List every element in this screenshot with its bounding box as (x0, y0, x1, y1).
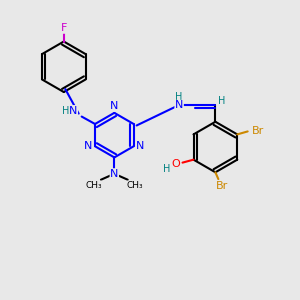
Text: CH₃: CH₃ (85, 181, 102, 190)
Text: N: N (84, 141, 93, 151)
Text: F: F (61, 23, 67, 33)
Text: O: O (171, 159, 180, 169)
Text: N: N (69, 106, 77, 116)
Text: H: H (163, 164, 170, 174)
Text: Br: Br (252, 126, 264, 136)
Text: N: N (110, 101, 118, 111)
Text: N: N (110, 169, 118, 179)
Text: CH₃: CH₃ (127, 181, 143, 190)
Text: H: H (175, 92, 182, 102)
Text: H: H (61, 106, 69, 116)
Text: H: H (218, 96, 226, 106)
Text: N: N (136, 141, 144, 151)
Text: N: N (175, 100, 183, 110)
Text: Br: Br (216, 181, 228, 191)
